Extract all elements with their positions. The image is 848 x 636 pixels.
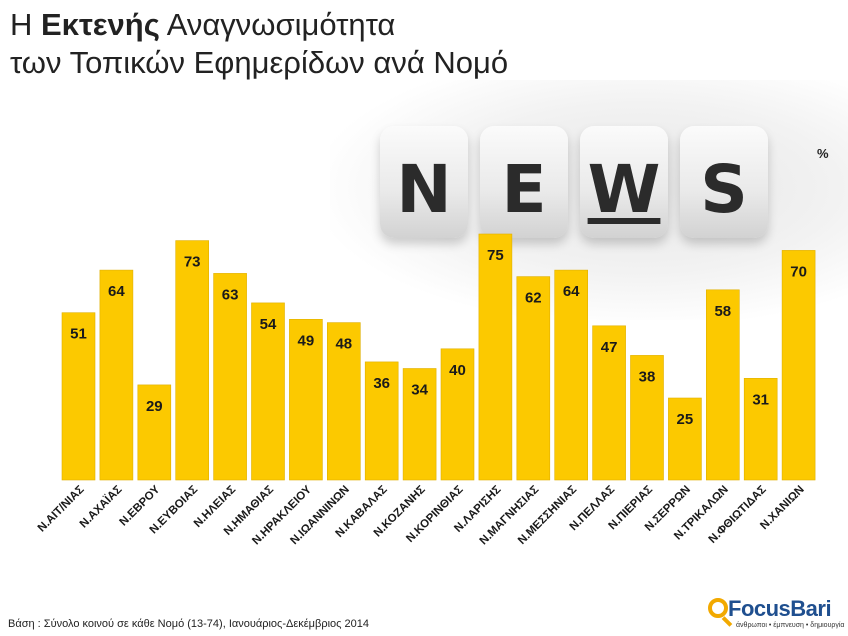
bar-1 <box>99 269 134 481</box>
data-label-0: 51 <box>70 326 87 343</box>
bar-4 <box>213 273 247 481</box>
data-label-2: 29 <box>146 398 163 415</box>
bar-7 <box>326 322 361 481</box>
bar-8 <box>364 361 399 481</box>
focusbari-logo: FocusBari άνθρωποι • έμπνευση • δημιουργ… <box>708 596 846 632</box>
data-label-16: 25 <box>677 411 694 428</box>
data-label-19: 70 <box>790 263 807 280</box>
data-label-18: 31 <box>752 391 769 408</box>
bar-19 <box>781 250 816 481</box>
data-label-11: 75 <box>487 247 504 264</box>
data-label-7: 48 <box>335 336 352 353</box>
data-label-1: 64 <box>108 283 125 300</box>
magnifier-icon <box>708 598 728 618</box>
bar-5 <box>251 302 285 481</box>
data-label-17: 58 <box>714 303 731 320</box>
data-label-14: 47 <box>601 339 618 356</box>
bar-14 <box>592 325 626 481</box>
bar-10 <box>440 348 475 481</box>
bar-3 <box>175 240 209 481</box>
bar-16 <box>668 397 702 481</box>
die-n: N <box>380 126 468 238</box>
die-s: S <box>680 126 768 238</box>
title-emphasis: Εκτενής <box>41 7 160 42</box>
logo-name: FocusBari <box>728 596 832 621</box>
data-label-15: 38 <box>639 368 656 385</box>
data-label-4: 63 <box>222 286 239 303</box>
base-footnote: Βάση : Σύνολο κοινού σε κάθε Νομό (13-74… <box>8 618 369 630</box>
die-e: E <box>480 126 568 238</box>
bar-13 <box>554 269 589 481</box>
bar-17 <box>705 289 740 481</box>
news-dice-image: N E W S <box>380 126 780 256</box>
bar-15 <box>630 355 664 481</box>
bar-6 <box>289 318 323 481</box>
bar-11 <box>478 233 513 481</box>
bar-9 <box>402 368 437 481</box>
title-line-1: Η Εκτενής Αναγνωσιμότητα <box>10 7 396 42</box>
die-w: W <box>580 126 668 238</box>
data-label-10: 40 <box>449 362 466 379</box>
chart-title: Η Εκτενής Αναγνωσιμότητα των Τοπικών Εφη… <box>10 6 508 82</box>
data-label-13: 64 <box>563 283 580 300</box>
bar-chart: 51Ν.ΑΙΤ/ΝΙΑΣ64Ν.ΑΧΑΪΑΣ29Ν.ΕΒΡΟΥ73Ν.ΕΥΒΟΙ… <box>36 233 816 547</box>
data-label-9: 34 <box>411 382 428 399</box>
bar-0 <box>61 312 96 481</box>
unit-label: % <box>817 146 829 161</box>
category-label-0: Ν.ΑΙΤ/ΝΙΑΣ <box>36 484 87 535</box>
data-label-3: 73 <box>184 254 201 271</box>
data-label-12: 62 <box>525 290 542 307</box>
data-label-6: 49 <box>298 332 315 349</box>
logo-tagline: άνθρωποι • έμπνευση • δημιουργία <box>736 622 845 629</box>
bar-2 <box>137 384 172 481</box>
title-line-2: των Τοπικών Εφημερίδων ανά Νομό <box>10 45 509 80</box>
bar-12 <box>516 276 551 481</box>
bar-18 <box>743 377 778 481</box>
data-label-5: 54 <box>260 316 277 333</box>
data-label-8: 36 <box>373 375 390 392</box>
